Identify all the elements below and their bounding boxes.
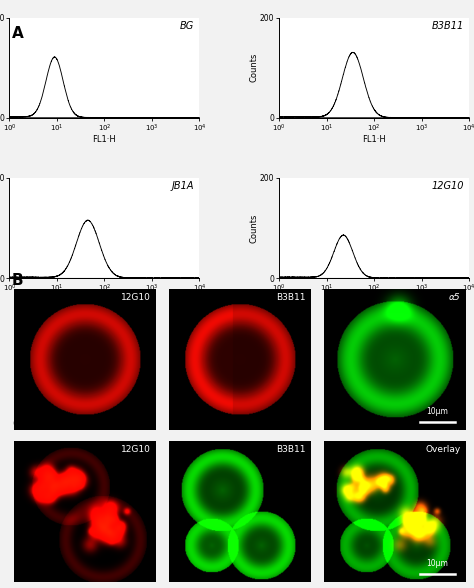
Text: BG: BG (180, 21, 194, 31)
Text: Overlay: Overlay (425, 445, 460, 455)
Y-axis label: Counts: Counts (249, 53, 258, 82)
Y-axis label: Counts: Counts (249, 213, 258, 243)
Text: B3B11: B3B11 (276, 445, 306, 455)
Text: A: A (12, 26, 24, 42)
Text: 10μm: 10μm (426, 407, 448, 416)
Text: B3B11: B3B11 (276, 293, 306, 302)
X-axis label: FL1·H: FL1·H (363, 296, 386, 305)
Text: 12G10: 12G10 (121, 293, 151, 302)
X-axis label: FL1·H: FL1·H (363, 135, 386, 145)
Text: α5: α5 (449, 293, 460, 302)
Text: 12G10: 12G10 (431, 181, 464, 191)
X-axis label: FL1·H: FL1·H (92, 135, 116, 145)
Text: 12G10: 12G10 (121, 445, 151, 455)
Text: C: C (12, 417, 23, 433)
Text: JB1A: JB1A (171, 181, 194, 191)
X-axis label: FL1·H: FL1·H (92, 296, 116, 305)
Text: B: B (12, 273, 24, 289)
Text: 10μm: 10μm (426, 559, 448, 568)
Text: B3B11: B3B11 (431, 21, 464, 31)
